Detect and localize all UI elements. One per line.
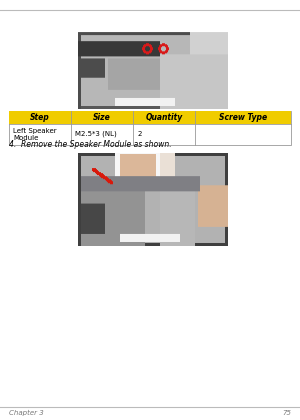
Text: 2: 2: [137, 131, 142, 137]
Text: Size: Size: [93, 113, 111, 122]
Text: M2.5*3 (NL): M2.5*3 (NL): [75, 131, 117, 137]
Text: Step: Step: [30, 113, 50, 122]
Text: 75: 75: [282, 410, 291, 416]
Text: Screw Type: Screw Type: [219, 113, 267, 122]
Text: Left Speaker
Module: Left Speaker Module: [13, 128, 57, 141]
Text: Quantity: Quantity: [146, 113, 183, 122]
Bar: [9, 111, 291, 145]
Text: Chapter 3: Chapter 3: [9, 410, 44, 416]
Bar: [9, 111, 291, 124]
Text: 4.  Remove the Speaker Module as shown.: 4. Remove the Speaker Module as shown.: [9, 140, 172, 149]
